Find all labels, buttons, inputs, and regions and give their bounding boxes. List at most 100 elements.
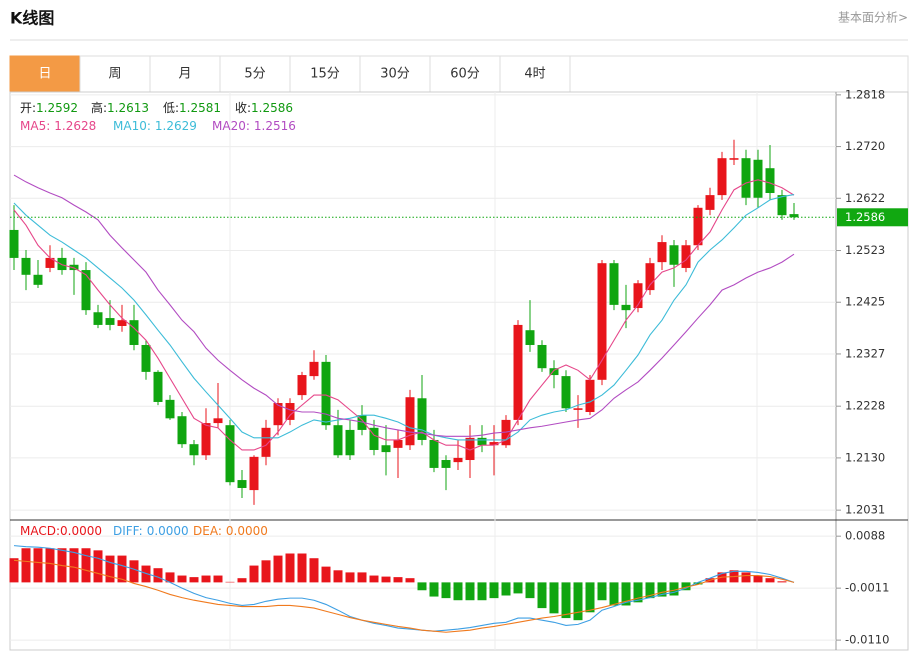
fundamental-link[interactable]: 基本面分析> xyxy=(838,11,908,25)
candle-body xyxy=(477,437,487,446)
macd-bar xyxy=(117,555,127,583)
tab-label[interactable]: 日 xyxy=(38,67,51,82)
candle-body xyxy=(165,399,175,419)
macd-bar xyxy=(609,582,619,606)
macd-bar xyxy=(153,568,163,583)
macd-bar xyxy=(285,553,295,583)
legend-item: DIFF: 0.0000 xyxy=(113,524,189,538)
candle-body xyxy=(141,344,151,372)
y-tick-label: 1.2228 xyxy=(845,399,885,413)
macd-bar xyxy=(393,577,403,583)
y-tick-label: -0.0011 xyxy=(845,581,889,595)
macd-bar xyxy=(633,582,643,603)
macd-bar xyxy=(621,582,631,606)
macd-bar xyxy=(657,582,667,597)
macd-bar xyxy=(453,582,463,601)
legend-value: 0.0000 xyxy=(226,524,268,538)
macd-bar xyxy=(561,582,571,619)
candle-body xyxy=(177,416,187,445)
tab-label[interactable]: 月 xyxy=(178,67,191,82)
tab-label[interactable]: 周 xyxy=(108,67,121,82)
candle-body xyxy=(285,403,295,420)
macd-bar xyxy=(81,548,91,583)
candle-body xyxy=(45,257,55,268)
candle-body xyxy=(237,480,247,488)
tab[interactable] xyxy=(9,55,81,93)
y-tick-label: 1.2818 xyxy=(845,87,885,101)
legend-value: 1.2516 xyxy=(254,119,296,133)
macd-bar xyxy=(417,582,427,591)
legend-item: 收:1.2586 xyxy=(235,101,293,115)
tab[interactable] xyxy=(499,55,571,93)
macd-bar xyxy=(261,560,271,583)
candle-body xyxy=(549,368,559,376)
last-price-label: 1.2586 xyxy=(845,210,885,224)
legend-label: DEA: xyxy=(193,524,222,538)
macd-bar xyxy=(753,575,763,583)
y-tick-label: 1.2425 xyxy=(845,295,885,309)
y-tick-label: -0.0110 xyxy=(845,633,889,647)
macd-bar xyxy=(777,581,787,583)
legend-item: MA10: 1.2629 xyxy=(113,119,197,133)
candle-body xyxy=(345,429,355,456)
legend-value: 1.2628 xyxy=(54,119,96,133)
macd-bar xyxy=(213,575,223,583)
candle-body xyxy=(777,195,787,216)
tab-bar: 日 周 月 5分 15分 30分 60分 4时 xyxy=(9,55,909,93)
macd-bar xyxy=(573,582,583,621)
candle-body xyxy=(741,158,751,198)
legend-value: 1.2586 xyxy=(251,101,293,115)
macd-bar xyxy=(321,566,331,583)
macd-bar xyxy=(381,576,391,583)
candle-body xyxy=(189,444,199,456)
y-tick-label: 0.0088 xyxy=(845,529,885,543)
macd-bar xyxy=(537,582,547,609)
candle-body xyxy=(513,324,523,420)
macd-bar xyxy=(33,548,43,583)
ma-line xyxy=(13,179,795,451)
tab-label[interactable]: 15分 xyxy=(310,67,340,82)
candle-body xyxy=(417,398,427,440)
candle-body xyxy=(597,263,607,380)
candle-body xyxy=(669,245,679,265)
candle-body xyxy=(657,242,667,263)
macd-bar xyxy=(105,555,115,583)
tab-label[interactable]: 4时 xyxy=(524,67,545,82)
macd-bar xyxy=(549,582,559,614)
legend-label: MA20: xyxy=(212,119,250,133)
legend-value: 0.0000 xyxy=(147,524,189,538)
tab[interactable] xyxy=(289,55,361,93)
macd-bar xyxy=(177,575,187,583)
candle-body xyxy=(261,427,271,457)
candle-body xyxy=(645,263,655,291)
legend-value: 1.2629 xyxy=(155,119,197,133)
candle-body xyxy=(153,371,163,402)
legend-label: 开: xyxy=(20,101,36,115)
macd-line xyxy=(13,559,795,633)
tab-label[interactable]: 30分 xyxy=(380,67,410,82)
legend-label: MA10: xyxy=(113,119,151,133)
y-tick-label: 1.2720 xyxy=(845,139,885,153)
candle-body xyxy=(633,283,643,309)
macd-bar xyxy=(45,548,55,583)
macd-bar xyxy=(357,572,367,583)
candle-body xyxy=(537,344,547,369)
legend-item: 开:1.2592 xyxy=(20,101,78,115)
candle-body xyxy=(585,379,595,412)
y-tick-label: 1.2327 xyxy=(845,346,885,360)
legend-item: MA20: 1.2516 xyxy=(212,119,296,133)
tab-label[interactable]: 60分 xyxy=(450,67,480,82)
legend-item: MA5: 1.2628 xyxy=(20,119,96,133)
candle-body xyxy=(333,425,343,456)
macd-bar xyxy=(309,558,319,583)
tab-label[interactable]: 5分 xyxy=(244,67,265,82)
macd-bar xyxy=(489,582,499,599)
legend-value: 0.0000 xyxy=(60,524,102,538)
macd-bar xyxy=(9,558,19,583)
candle-body xyxy=(381,445,391,453)
legend-value: 1.2592 xyxy=(36,101,78,115)
macd-bar xyxy=(201,575,211,583)
macd-bar xyxy=(297,553,307,583)
